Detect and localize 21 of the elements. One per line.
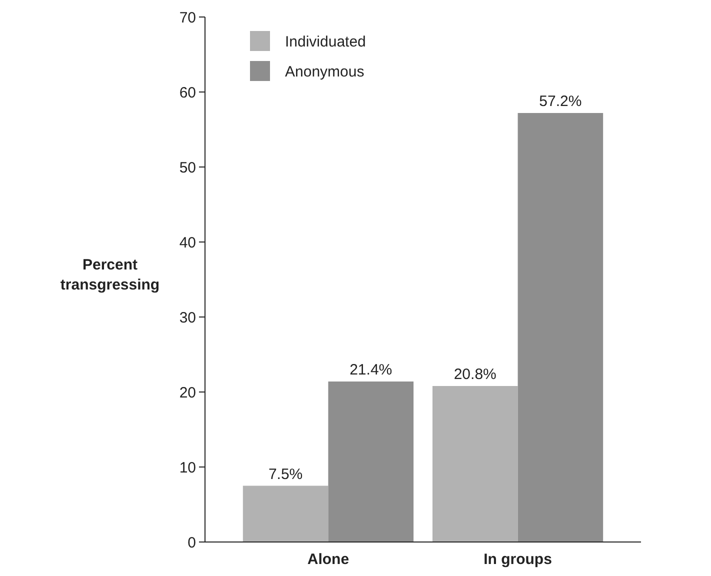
y-tick-label: 0	[188, 534, 196, 552]
bar	[432, 386, 518, 542]
data-label: 57.2%	[539, 93, 582, 110]
y-tick-label: 20	[179, 384, 196, 402]
data-label: 21.4%	[350, 362, 392, 378]
bar	[518, 113, 604, 542]
y-tick-label: 10	[179, 459, 196, 476]
bar	[328, 382, 414, 542]
x-tick-label: In groups	[484, 551, 552, 568]
data-label: 20.8%	[454, 366, 496, 383]
legend-label: Anonymous	[285, 63, 364, 80]
y-axis-title: Percent transgressing	[60, 256, 160, 294]
data-label: 7.5%	[268, 466, 303, 483]
x-tick-label: Alone	[307, 551, 350, 568]
bar	[242, 486, 328, 542]
y-tick-label: 50	[179, 159, 196, 176]
y-tick-label: 40	[179, 234, 196, 252]
y-tick-label: 60	[179, 84, 196, 102]
legend-label: Individuated	[285, 33, 366, 50]
y-tick-label: 70	[179, 9, 196, 26]
y-tick-label: 30	[179, 309, 196, 326]
